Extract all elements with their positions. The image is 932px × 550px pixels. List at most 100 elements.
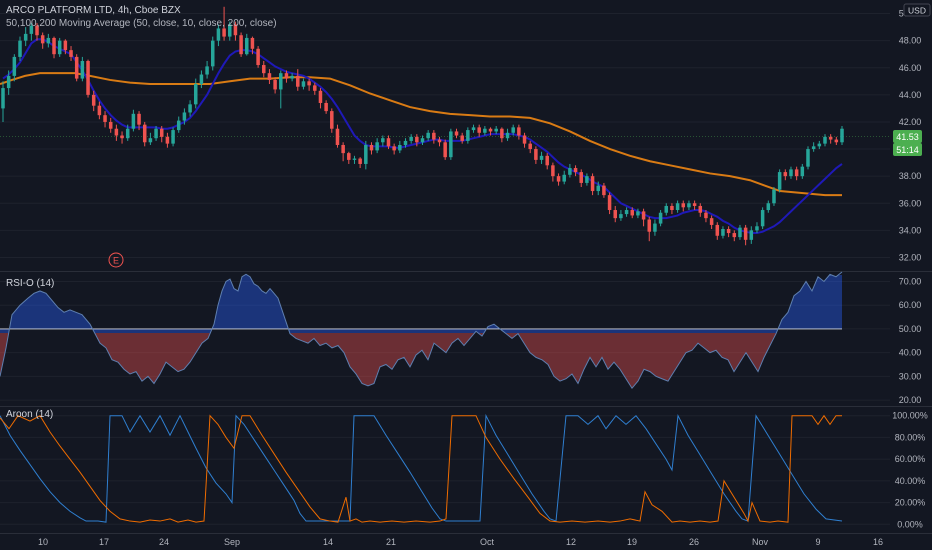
candle-body <box>256 48 260 66</box>
candle-body <box>817 143 822 147</box>
candle-body <box>726 228 731 234</box>
time-tick-label: 21 <box>386 537 396 547</box>
candle-body <box>772 189 776 204</box>
time-tick-label: 26 <box>689 537 699 547</box>
candle-body <box>369 144 374 151</box>
candle-body <box>483 128 487 133</box>
indicator-label: 50,100,200 Moving Average (50, close, 10… <box>6 18 277 29</box>
candle-body <box>103 115 107 122</box>
candle-body <box>165 136 170 144</box>
candle-body <box>273 79 277 90</box>
candle-body <box>375 142 379 151</box>
rsi-axis[interactable]: 20.00 30.00 40.00 50.00 60.00 70.00 <box>899 276 922 405</box>
candle-body <box>6 75 11 89</box>
candle-body <box>46 37 51 44</box>
candle-body <box>534 149 538 160</box>
candle-body <box>239 35 243 55</box>
candle-body <box>709 218 714 225</box>
countdown-badge <box>893 143 922 156</box>
candle-body <box>511 127 515 133</box>
candle-body <box>505 132 510 139</box>
candle-body <box>35 25 39 36</box>
time-tick-label: 24 <box>159 537 169 547</box>
candle-body <box>341 144 345 154</box>
candle-body <box>777 172 782 190</box>
candle-body <box>148 138 153 143</box>
candle-body <box>585 176 589 183</box>
time-tick-label: 17 <box>99 537 109 547</box>
aroon-down-line <box>0 413 843 523</box>
candle-body <box>120 135 124 139</box>
candle-body <box>69 50 73 57</box>
candle-body <box>653 223 657 232</box>
rsi-pane[interactable]: 20.00 30.00 40.00 50.00 60.00 70.00 RSI-O (14… <box>0 271 922 405</box>
candle-body <box>664 205 669 213</box>
aroon-up-line <box>0 414 842 523</box>
rsi-tick-label: 30.00 <box>899 371 922 381</box>
aroon-tick-label: 80.00% <box>895 432 926 442</box>
candle-body <box>216 28 221 41</box>
candle-body <box>142 124 147 143</box>
candle-body <box>330 111 334 129</box>
candle-body <box>749 230 754 240</box>
candle-body <box>398 144 402 151</box>
price-tick-label: 42.00 <box>899 117 922 127</box>
candle-body <box>522 135 527 144</box>
candle-body <box>647 219 652 232</box>
earnings-marker[interactable] <box>108 252 124 268</box>
price-pane[interactable]: 32.0034.0036.0038.0040.0042.0044.0046.00… <box>0 3 931 268</box>
candle-body <box>743 227 748 240</box>
aroon-axis[interactable]: 0.00% 20.00% 40.00% 60.00% 80.00% 100.00% <box>892 411 928 530</box>
candle-body <box>704 212 708 219</box>
aroon-pane[interactable]: 0.00% 20.00% 40.00% 60.00% 80.00% 100.00% Aro… <box>0 409 928 529</box>
candle-body <box>556 176 561 182</box>
candle-body <box>318 90 323 103</box>
candle-body <box>760 210 765 227</box>
candle-body <box>568 168 572 175</box>
currency-badge[interactable] <box>903 3 931 17</box>
candle-body <box>131 113 136 129</box>
candle-body <box>602 185 606 196</box>
price-tick-label: 44.00 <box>899 90 922 100</box>
candle-body <box>358 158 362 164</box>
candle-body <box>426 132 430 139</box>
candle-body <box>675 203 680 211</box>
candle-body <box>250 37 255 49</box>
candle-body <box>789 169 793 177</box>
time-tick-label: 14 <box>323 537 333 547</box>
aroon-pane-title: Aroon (14) <box>6 409 53 420</box>
candle-body <box>352 158 357 160</box>
candle-body <box>108 121 113 129</box>
candle-body <box>210 40 215 67</box>
price-badge-value: 41.53 <box>896 132 919 142</box>
candle-body <box>721 228 725 236</box>
candles[interactable] <box>1 6 844 246</box>
candle-body <box>91 94 96 106</box>
chart-title: ARCO PLATFORM LTD, 4h, Cboe BZX <box>6 5 181 16</box>
candle-body <box>494 128 498 132</box>
candle-body <box>403 140 408 145</box>
candle-body <box>562 174 566 182</box>
candle-body <box>12 56 17 76</box>
time-axis[interactable]: 10 17 24 Sep 14 21 Oct 12 19 26 Nov 9 16 <box>38 537 883 547</box>
candle-body <box>636 211 640 216</box>
candle-body <box>290 75 294 79</box>
candle-body <box>607 195 612 211</box>
candle-body <box>732 233 737 238</box>
aroon-tick-label: 20.00% <box>895 498 926 508</box>
candle-body <box>392 146 396 151</box>
rsi-tick-label: 60.00 <box>899 300 922 310</box>
candle-body <box>1 88 5 109</box>
candle-body <box>641 211 646 220</box>
candle-body <box>500 128 504 139</box>
candle-body <box>466 130 470 141</box>
rsi-tick-label: 50.00 <box>899 324 922 334</box>
candle-body <box>715 224 720 236</box>
candle-body <box>755 226 759 231</box>
price-grid <box>0 13 890 258</box>
candle-body <box>573 168 578 173</box>
candle-body <box>596 185 600 192</box>
candle-body <box>692 203 697 206</box>
aroon-tick-label: 100.00% <box>892 411 928 421</box>
